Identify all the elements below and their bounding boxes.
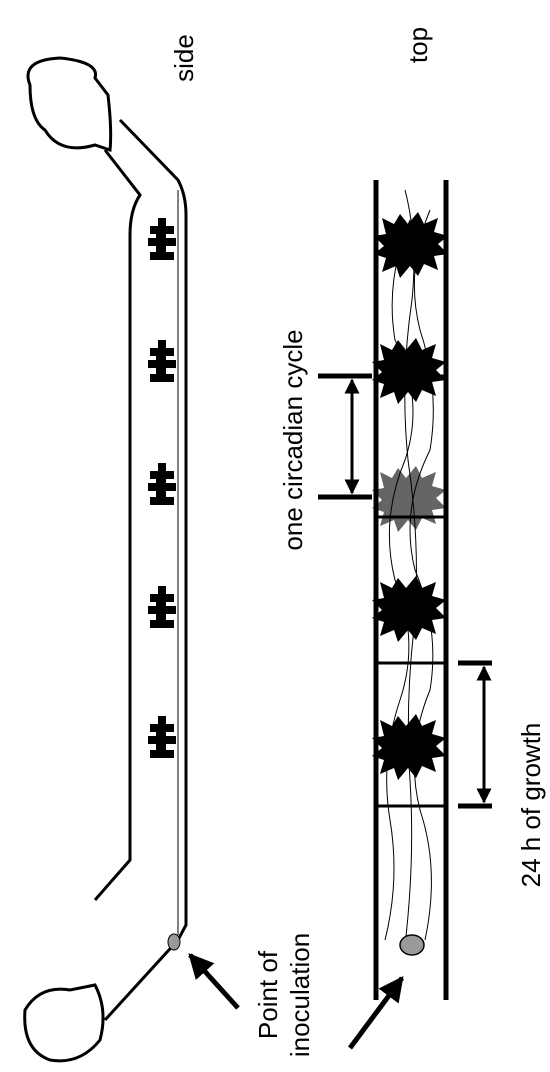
inoculation-label-line1: Point of xyxy=(253,950,283,1039)
cycle-marker xyxy=(318,373,372,500)
growth-label: 24 h of growth xyxy=(516,723,546,888)
side-view xyxy=(23,56,188,1063)
growth-marker xyxy=(458,660,492,809)
top-label: top xyxy=(403,27,433,63)
inoculation-arrow-side xyxy=(188,953,240,1010)
side-label: side xyxy=(169,34,199,82)
top-view xyxy=(372,180,449,1000)
cycle-label: one circadian cycle xyxy=(278,329,308,550)
inoculation-label-line2: inoculation xyxy=(285,933,315,1057)
inoculation-arrow-top xyxy=(347,975,405,1050)
